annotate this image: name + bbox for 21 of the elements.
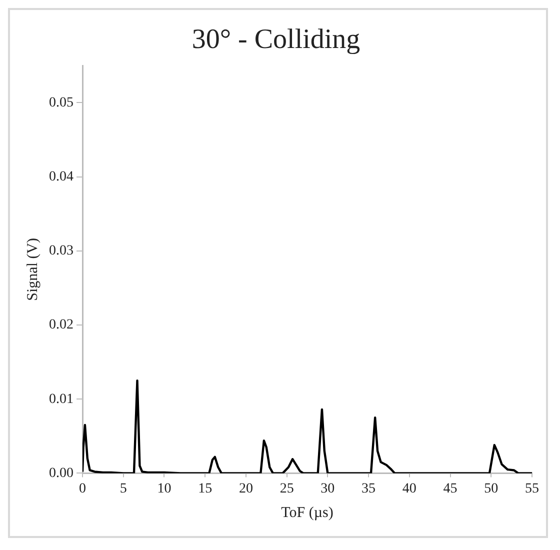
x-tick-label: 5 bbox=[120, 481, 127, 496]
x-tick-label: 55 bbox=[525, 481, 539, 496]
x-tick-label: 35 bbox=[362, 481, 376, 496]
x-tick-label: 0 bbox=[79, 481, 86, 496]
x-tick-label: 20 bbox=[238, 481, 253, 496]
x-tick-label: 40 bbox=[402, 481, 416, 496]
x-tick-label: 30 bbox=[320, 481, 335, 496]
chart-title: 30° - Colliding bbox=[192, 24, 360, 56]
y-tick-label: 0.03 bbox=[49, 244, 74, 259]
y-tick-label: 0.05 bbox=[49, 95, 74, 110]
y-tick-label: 0.00 bbox=[49, 466, 74, 481]
x-tick-label: 50 bbox=[484, 481, 498, 496]
x-axis-title: ToF (µs) bbox=[281, 504, 334, 521]
x-tick-label: 15 bbox=[198, 481, 212, 496]
x-tick-label: 10 bbox=[157, 481, 172, 496]
y-axis-title: Signal (V) bbox=[24, 238, 41, 301]
y-tick-label: 0.01 bbox=[49, 392, 74, 407]
x-tick-label: 45 bbox=[443, 481, 458, 496]
y-tick-label: 0.02 bbox=[49, 318, 74, 333]
y-tick-label: 0.04 bbox=[49, 169, 74, 184]
x-tick-label: 25 bbox=[280, 481, 294, 496]
